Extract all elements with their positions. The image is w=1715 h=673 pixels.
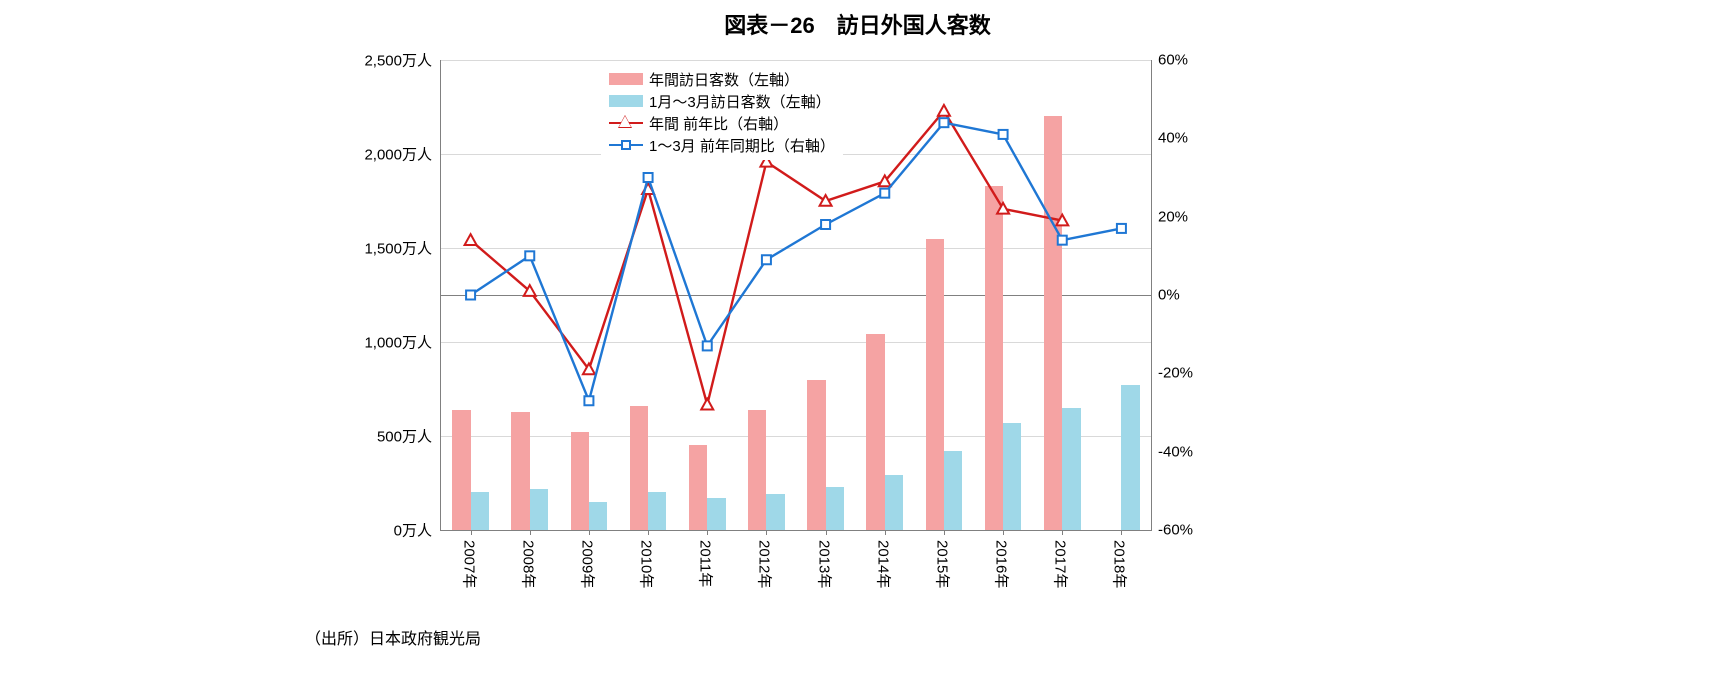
y-right-tick-label: 0%: [1158, 287, 1180, 304]
x-tick: [707, 530, 708, 535]
x-tick: [648, 530, 649, 535]
x-tick: [530, 530, 531, 535]
legend-label: 年間訪日客数（左軸）: [649, 69, 799, 90]
series-marker: [939, 118, 948, 127]
series-marker: [821, 220, 830, 229]
series-marker: [644, 173, 653, 182]
legend-label: 1～3月 前年同期比（右軸）: [649, 135, 835, 156]
legend-item: 1月～3月訪日客数（左軸）: [609, 90, 835, 112]
y-right-tick-label: -40%: [1158, 443, 1193, 460]
x-tick-label: 2010年: [637, 540, 658, 588]
x-tick-label: 2015年: [932, 540, 953, 588]
x-tick: [885, 530, 886, 535]
y-right-tick-label: 40%: [1158, 130, 1188, 147]
x-tick-label: 2009年: [577, 540, 598, 588]
series-marker: [762, 255, 771, 264]
y-right-tick-label: -60%: [1158, 522, 1193, 539]
series-marker: [1117, 224, 1126, 233]
series-marker: [701, 399, 713, 410]
x-tick: [1003, 530, 1004, 535]
x-tick-label: 2017年: [1051, 540, 1072, 588]
x-tick-label: 2018年: [1110, 540, 1131, 588]
x-tick: [1062, 530, 1063, 535]
source-text: （出所）日本政府観光局: [305, 625, 481, 649]
y-left-tick-label: 1,000万人: [364, 332, 432, 353]
x-tick-label: 2014年: [873, 540, 894, 588]
series-line: [471, 123, 1122, 401]
y-left-tick-label: 0万人: [394, 520, 432, 541]
series-marker: [999, 130, 1008, 139]
legend-item: 年間訪日客数（左軸）: [609, 68, 835, 90]
x-tick-label: 2008年: [518, 540, 539, 588]
plot-area: 年間訪日客数（左軸）1月～3月訪日客数（左軸）年間 前年比（右軸）1～3月 前年…: [440, 60, 1152, 531]
series-marker: [466, 291, 475, 300]
x-tick: [471, 530, 472, 535]
legend-label: 1月～3月訪日客数（左軸）: [649, 91, 831, 112]
series-marker: [880, 189, 889, 198]
legend-line-sample: [609, 116, 643, 130]
x-tick-label: 2016年: [992, 540, 1013, 588]
x-tick: [766, 530, 767, 535]
x-tick-label: 2012年: [755, 540, 776, 588]
series-marker: [525, 251, 534, 260]
series-marker: [465, 234, 477, 245]
y-right-tick-label: 20%: [1158, 208, 1188, 225]
y-left-tick-label: 500万人: [377, 426, 432, 447]
y-left-tick-label: 2,000万人: [364, 144, 432, 165]
chart-container: 図表－26 訪日外国人客数 年間訪日客数（左軸）1月～3月訪日客数（左軸）年間 …: [0, 0, 1715, 673]
series-marker: [997, 203, 1009, 214]
series-marker: [1058, 236, 1067, 245]
x-tick: [944, 530, 945, 535]
y-left-tick-label: 1,500万人: [364, 238, 432, 259]
series-marker: [938, 105, 950, 116]
y-right-tick-label: -20%: [1158, 365, 1193, 382]
series-marker: [703, 341, 712, 350]
x-tick-label: 2007年: [459, 540, 480, 588]
y-left-tick-label: 2,500万人: [364, 50, 432, 71]
y-right-tick-label: 60%: [1158, 52, 1188, 69]
legend-swatch: [609, 73, 643, 85]
x-tick: [1121, 530, 1122, 535]
legend-label: 年間 前年比（右軸）: [649, 113, 788, 134]
x-tick-label: 2011年: [696, 540, 717, 587]
legend-item: 1～3月 前年同期比（右軸）: [609, 134, 835, 156]
series-marker: [584, 396, 593, 405]
legend-item: 年間 前年比（右軸）: [609, 112, 835, 134]
chart-title: 図表－26 訪日外国人客数: [0, 8, 1715, 40]
legend-swatch: [609, 95, 643, 107]
x-tick: [826, 530, 827, 535]
x-tick: [589, 530, 590, 535]
legend: 年間訪日客数（左軸）1月～3月訪日客数（左軸）年間 前年比（右軸）1～3月 前年…: [601, 64, 843, 160]
legend-line-sample: [609, 138, 643, 152]
x-tick-label: 2013年: [814, 540, 835, 588]
